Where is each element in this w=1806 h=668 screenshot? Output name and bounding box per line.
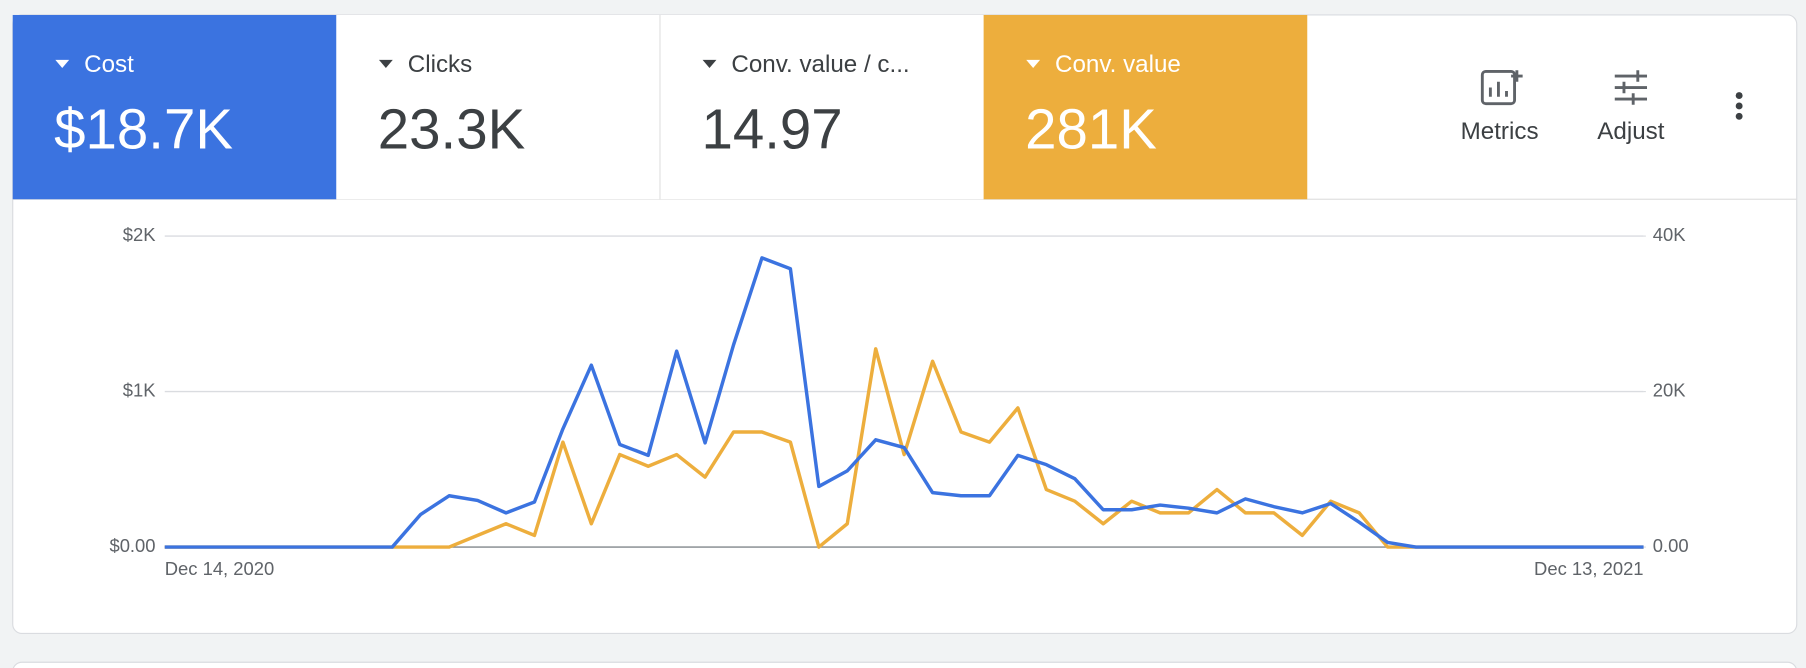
dropdown-arrow	[702, 59, 717, 68]
adjust-icon	[1614, 74, 1648, 101]
tiles: Cost $18.7K Clicks 23.3K Conv. value / c... 1…	[12, 14, 1308, 200]
metrics-icon-bars	[1488, 70, 1523, 97]
tile-bg	[659, 14, 984, 200]
tile-label: Conv. value	[1055, 51, 1181, 78]
dot	[1735, 112, 1743, 120]
dot	[1735, 92, 1743, 100]
series-line	[164, 256, 1644, 549]
dot	[1735, 102, 1743, 110]
metric-tile[interactable]: Cost $18.7K	[12, 14, 337, 200]
y2-tick-label: 0.00	[1653, 535, 1689, 556]
tile-value: 14.97	[701, 98, 842, 161]
dropdown-arrow	[1026, 59, 1041, 68]
metrics-icon	[1480, 69, 1517, 106]
tile-bg	[336, 14, 660, 200]
tile-value: 23.3K	[378, 98, 525, 161]
tile-label: Cost	[84, 51, 134, 78]
tile-label: Conv. value / c...	[731, 51, 909, 78]
more-button[interactable]	[1735, 92, 1743, 120]
y-tick-label: $2K	[123, 224, 156, 245]
adjust-icon-knobs	[1622, 70, 1640, 105]
adjust-button[interactable]: Adjust	[1597, 70, 1665, 145]
metric-tile[interactable]: Conv. value 281K	[983, 14, 1308, 200]
tile-bg	[983, 14, 1308, 200]
dropdown-arrow	[378, 59, 393, 68]
tile-bg	[12, 14, 337, 200]
tile-value: $18.7K	[54, 98, 233, 161]
metric-tile[interactable]: Conv. value / c... 14.97	[659, 14, 984, 200]
series-line	[164, 347, 1644, 549]
metrics-button[interactable]: Metrics	[1461, 69, 1539, 145]
metric-tile[interactable]: Clicks 23.3K	[336, 14, 660, 200]
next-card	[12, 661, 1797, 668]
dropdown-arrow	[55, 59, 70, 68]
y-tick-label: $0.00	[109, 535, 155, 556]
button-label: Adjust	[1597, 118, 1664, 145]
x-tick-label: Dec 14, 2020	[165, 558, 274, 579]
tile-value: 281K	[1025, 98, 1157, 161]
chart: $0.00 $1K $2K 0.00 20K 40K Dec 14, 2020 Dec 13,…	[109, 224, 1688, 579]
y2-tick-label: 20K	[1653, 379, 1686, 400]
y2-tick-label: 40K	[1653, 224, 1686, 245]
button-label: Metrics	[1461, 118, 1539, 145]
x-tick-label: Dec 13, 2021	[1534, 558, 1644, 579]
tile-label: Clicks	[408, 51, 472, 78]
y-tick-label: $1K	[123, 379, 156, 400]
